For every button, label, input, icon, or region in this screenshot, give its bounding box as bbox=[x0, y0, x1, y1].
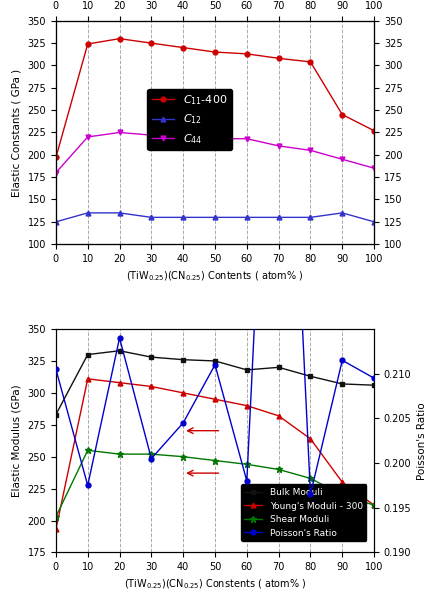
$C_{12}$ bbox=[117, 209, 122, 216]
Bulk Moduli bbox=[117, 347, 122, 354]
Poisson's Ratio bbox=[308, 491, 313, 498]
$C_{44}$ bbox=[149, 132, 154, 139]
$C_{12}$ bbox=[244, 214, 249, 221]
Shear Moduli bbox=[340, 491, 345, 498]
Bulk Moduli bbox=[340, 380, 345, 387]
$C_{12}$ bbox=[149, 214, 154, 221]
Line: $C_{44}$: $C_{44}$ bbox=[53, 130, 377, 175]
$C_{11}$-400 bbox=[308, 58, 313, 65]
$C_{12}$ bbox=[372, 218, 377, 225]
Poisson's Ratio bbox=[340, 357, 345, 364]
$C_{44}$ bbox=[276, 143, 281, 150]
Line: $C_{11}$-400: $C_{11}$-400 bbox=[53, 36, 377, 160]
$C_{44}$ bbox=[117, 129, 122, 136]
Bulk Moduli bbox=[276, 364, 281, 371]
$C_{44}$ bbox=[85, 134, 90, 141]
$C_{44}$ bbox=[244, 135, 249, 143]
Young's Moduli - 300 bbox=[85, 375, 90, 383]
X-axis label: (TiW$_{0.25}$)(CN$_{0.25}$) Contents ( atom% ): (TiW$_{0.25}$)(CN$_{0.25}$) Contents ( a… bbox=[126, 270, 304, 283]
Bulk Moduli bbox=[85, 351, 90, 358]
Y-axis label: Elastic Modulus (GPa): Elastic Modulus (GPa) bbox=[12, 384, 22, 497]
Young's Moduli - 300 bbox=[244, 402, 249, 409]
$C_{44}$ bbox=[340, 156, 345, 163]
Poisson's Ratio bbox=[117, 334, 122, 342]
$C_{44}$ bbox=[372, 165, 377, 172]
$C_{11}$-400 bbox=[276, 55, 281, 62]
Young's Moduli - 300 bbox=[276, 412, 281, 419]
Young's Moduli - 300 bbox=[181, 389, 186, 396]
Shear Moduli bbox=[53, 513, 58, 520]
Young's Moduli - 300 bbox=[340, 479, 345, 486]
Bulk Moduli bbox=[372, 381, 377, 388]
$C_{12}$ bbox=[53, 218, 58, 225]
Line: $C_{12}$: $C_{12}$ bbox=[53, 210, 377, 225]
Line: Shear Moduli: Shear Moduli bbox=[53, 447, 377, 520]
Bulk Moduli bbox=[53, 411, 58, 418]
$C_{11}$-400 bbox=[212, 49, 218, 56]
$C_{12}$ bbox=[276, 214, 281, 221]
Young's Moduli - 300 bbox=[149, 383, 154, 390]
Shear Moduli bbox=[149, 451, 154, 458]
Young's Moduli - 300 bbox=[117, 379, 122, 386]
$C_{11}$-400 bbox=[85, 40, 90, 48]
$C_{11}$-400 bbox=[149, 40, 154, 47]
X-axis label: (TiW$_{0.25}$)(CN$_{0.25}$) Constents ( atom% ): (TiW$_{0.25}$)(CN$_{0.25}$) Constents ( … bbox=[124, 578, 306, 591]
Poisson's Ratio bbox=[244, 478, 249, 485]
Young's Moduli - 300 bbox=[372, 501, 377, 508]
Poisson's Ratio bbox=[149, 455, 154, 462]
Poisson's Ratio bbox=[53, 366, 58, 373]
Poisson's Ratio bbox=[372, 375, 377, 382]
Shear Moduli bbox=[181, 453, 186, 460]
Shear Moduli bbox=[276, 466, 281, 473]
$C_{12}$ bbox=[340, 209, 345, 216]
$C_{12}$ bbox=[85, 209, 90, 216]
$C_{44}$ bbox=[212, 135, 218, 143]
Bulk Moduli bbox=[181, 356, 186, 364]
Y-axis label: Poisson's Ratio: Poisson's Ratio bbox=[417, 402, 427, 479]
Line: Young's Moduli - 300: Young's Moduli - 300 bbox=[53, 377, 377, 532]
Legend: $C_{11}$-400, $C_{12}$, $C_{44}$: $C_{11}$-400, $C_{12}$, $C_{44}$ bbox=[147, 89, 232, 150]
$C_{11}$-400 bbox=[53, 154, 58, 161]
Poisson's Ratio bbox=[212, 361, 218, 368]
Bulk Moduli bbox=[212, 358, 218, 365]
Poisson's Ratio bbox=[85, 482, 90, 489]
Shear Moduli bbox=[117, 451, 122, 458]
$C_{12}$ bbox=[308, 214, 313, 221]
$C_{11}$-400 bbox=[181, 44, 186, 51]
Shear Moduli bbox=[244, 461, 249, 468]
Bulk Moduli bbox=[149, 353, 154, 361]
Young's Moduli - 300 bbox=[53, 526, 58, 533]
$C_{11}$-400 bbox=[117, 35, 122, 42]
Shear Moduli bbox=[372, 501, 377, 508]
$C_{44}$ bbox=[308, 147, 313, 154]
Bulk Moduli bbox=[308, 372, 313, 380]
$C_{11}$-400 bbox=[244, 50, 249, 58]
Line: Poisson's Ratio: Poisson's Ratio bbox=[53, 0, 377, 497]
Shear Moduli bbox=[85, 447, 90, 454]
Young's Moduli - 300 bbox=[212, 396, 218, 403]
Y-axis label: Elastic Constants ( GPa ): Elastic Constants ( GPa ) bbox=[12, 68, 22, 197]
Line: Bulk Moduli: Bulk Moduli bbox=[53, 348, 377, 417]
Bulk Moduli bbox=[244, 366, 249, 374]
$C_{12}$ bbox=[181, 214, 186, 221]
Young's Moduli - 300 bbox=[308, 435, 313, 443]
Poisson's Ratio bbox=[181, 419, 186, 426]
$C_{44}$ bbox=[53, 169, 58, 176]
Shear Moduli bbox=[308, 475, 313, 482]
$C_{11}$-400 bbox=[372, 127, 377, 134]
Legend: Bulk Moduli, Young's Moduli - 300, Shear Moduli, Poisson's Ratio: Bulk Moduli, Young's Moduli - 300, Shear… bbox=[241, 485, 366, 541]
Shear Moduli bbox=[212, 457, 218, 464]
$C_{12}$ bbox=[212, 214, 218, 221]
$C_{44}$ bbox=[181, 134, 186, 141]
$C_{11}$-400 bbox=[340, 111, 345, 118]
